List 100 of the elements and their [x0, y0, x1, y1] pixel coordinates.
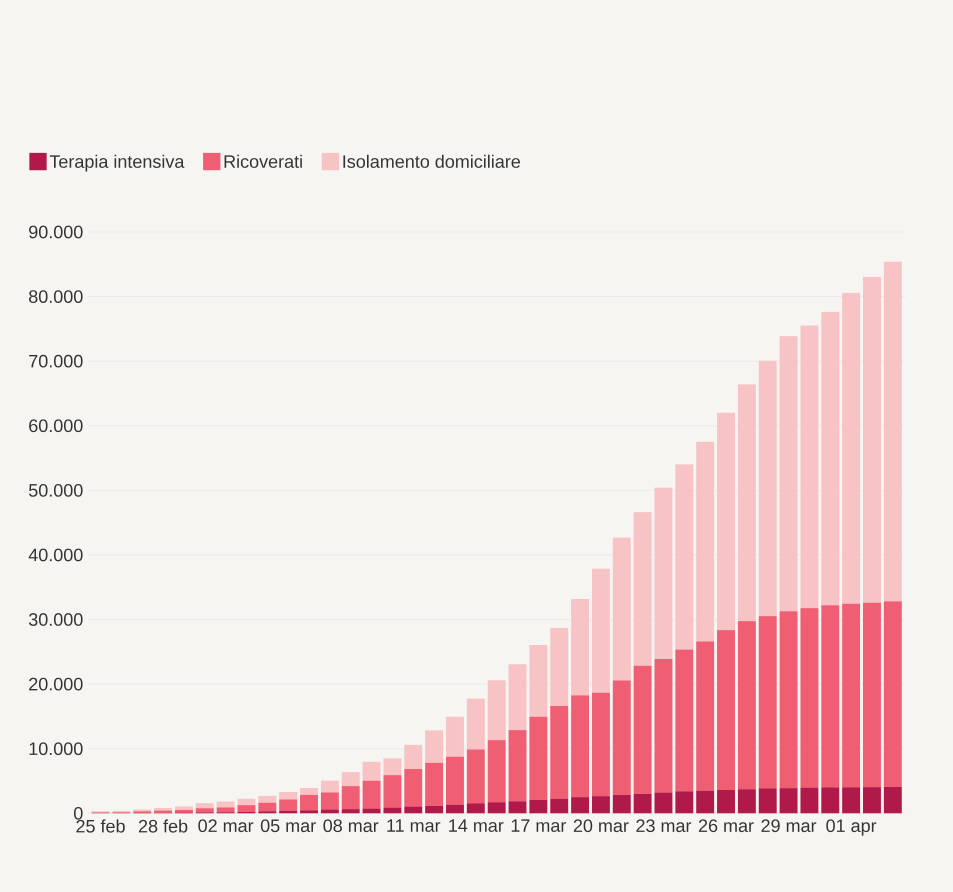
bar [758, 616, 777, 788]
bar [174, 806, 193, 810]
x-tick-label: 25 feb [76, 819, 125, 833]
bar [717, 630, 735, 790]
bar [738, 384, 756, 622]
bar [425, 762, 444, 806]
bar [550, 798, 568, 814]
y-tick-label: 30.000 [28, 613, 83, 626]
bar [696, 442, 714, 642]
bar [362, 762, 381, 781]
y-tick-label: 40.000 [28, 548, 83, 562]
bar [884, 262, 902, 602]
bar [300, 788, 318, 795]
bar [634, 512, 652, 666]
bar [884, 601, 902, 788]
bar [404, 768, 422, 807]
bar [654, 792, 672, 814]
bar [696, 790, 714, 814]
bar [425, 730, 444, 763]
bar [654, 658, 672, 793]
x-tick-label: 29 mar [761, 819, 816, 832]
bar [279, 799, 298, 812]
x-tick-label: 17 mar [512, 819, 566, 832]
bar [821, 605, 840, 788]
bar [216, 807, 235, 812]
bar [466, 749, 485, 804]
bar [529, 800, 548, 814]
y-tick-label: 70.000 [29, 354, 83, 368]
bar [675, 650, 694, 792]
x-tick-label: 14 mar [449, 819, 504, 832]
bar [758, 788, 777, 814]
x-tick-label: 08 mar [323, 819, 378, 832]
bar [342, 772, 360, 786]
legend-label: Ricoverati [224, 154, 302, 168]
x-tick-label: 11 mar [387, 819, 440, 832]
bar [529, 716, 548, 800]
bar [446, 804, 464, 814]
bar [780, 611, 798, 788]
bar [196, 808, 214, 812]
bar [571, 695, 590, 798]
y-tick-label: 60.000 [29, 419, 83, 432]
bar [466, 698, 485, 750]
bar [342, 786, 360, 810]
bar [738, 789, 756, 814]
bar [863, 276, 881, 603]
y-tick-label: 0 [74, 806, 83, 820]
bar [738, 621, 756, 790]
bar [592, 796, 610, 814]
bar [571, 598, 590, 696]
x-tick-label: 01 apr [826, 819, 876, 836]
bar [529, 644, 548, 717]
bar [279, 792, 298, 800]
y-tick-label: 90.000 [29, 226, 83, 238]
bar [780, 788, 798, 814]
bar [612, 794, 631, 814]
bar [821, 787, 840, 814]
bar [404, 744, 422, 769]
bar [842, 787, 860, 814]
bar [383, 758, 402, 776]
bar [300, 794, 318, 810]
bar [508, 664, 526, 730]
bar [320, 792, 339, 810]
bar [675, 464, 694, 650]
bar [238, 805, 256, 812]
bar [884, 787, 902, 814]
x-tick-label: 26 mar [698, 819, 754, 832]
bar [800, 788, 818, 814]
x-tick-label: 05 mar [260, 819, 316, 832]
bar [154, 808, 172, 811]
bar [571, 797, 590, 814]
bar [634, 794, 652, 814]
bar [342, 809, 360, 814]
bar [863, 787, 881, 814]
bar [446, 716, 464, 757]
y-tick-label: 20.000 [29, 678, 83, 690]
bar [508, 801, 526, 814]
bar [821, 312, 840, 606]
bar [675, 791, 694, 814]
bar [488, 740, 506, 803]
y-tick-label: 80.000 [29, 290, 83, 303]
bar [466, 804, 485, 814]
bar [780, 336, 798, 612]
bar [842, 292, 860, 604]
bar [320, 780, 339, 793]
bar [634, 666, 652, 794]
x-tick-label: 28 feb [138, 819, 188, 833]
bar [654, 488, 672, 659]
bar [488, 680, 506, 740]
bar [592, 692, 610, 796]
bar [362, 808, 381, 814]
bar [404, 806, 422, 814]
bar [320, 810, 339, 814]
bar [842, 604, 860, 788]
bar [508, 730, 526, 802]
bar [612, 538, 631, 680]
legend-label: Isolamento domiciliare [343, 154, 520, 168]
y-tick-label: 10.000 [30, 742, 83, 756]
x-tick-label: 20 mar [574, 819, 629, 832]
bar [446, 756, 464, 805]
y-tick-label: 50.000 [28, 484, 83, 497]
